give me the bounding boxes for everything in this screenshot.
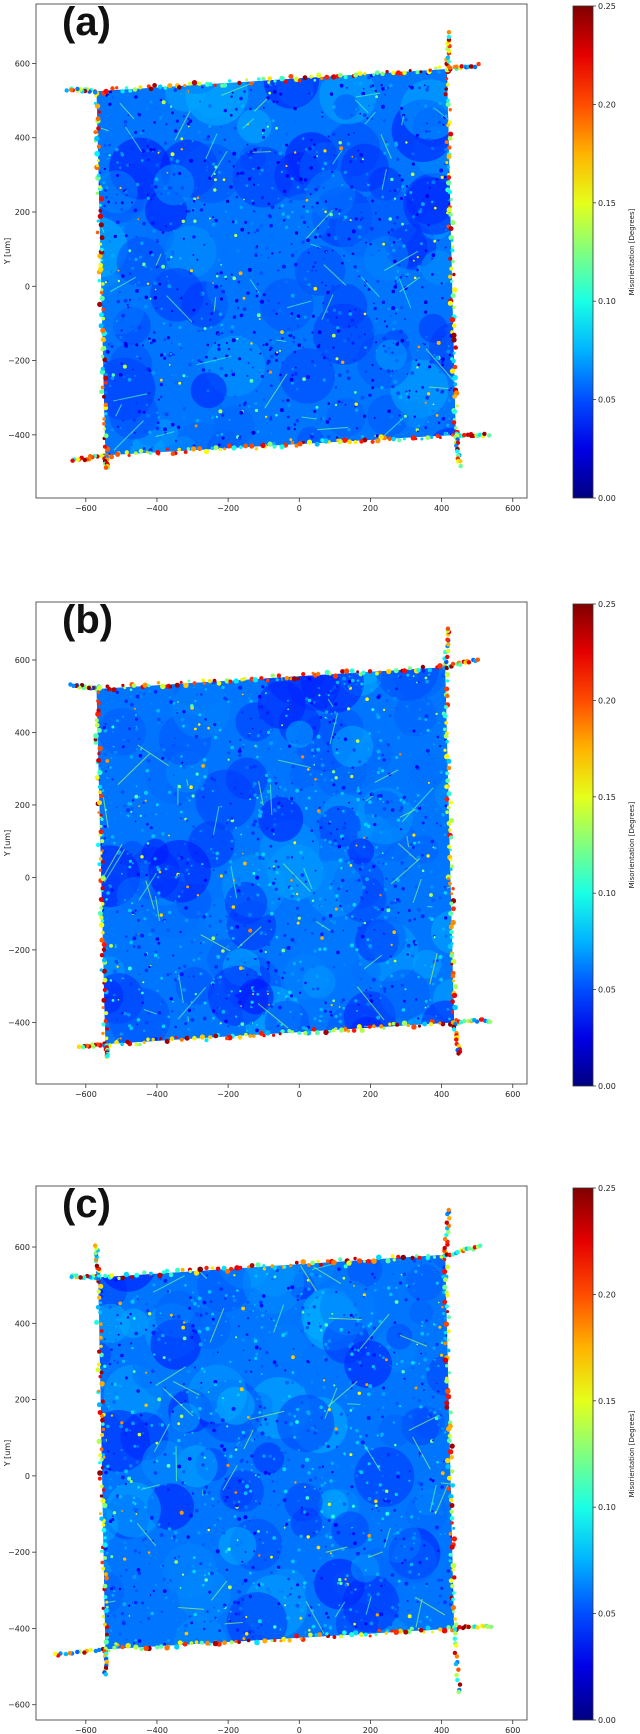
x-tick-label-a-0: −600 (75, 504, 97, 512)
y-tick-label-b-2: 0 (25, 873, 30, 882)
y-tick-label-c-6: 600 (15, 1243, 30, 1252)
corner-arm-b-2 (442, 657, 480, 671)
x-tick-label-b-2: −200 (217, 1090, 239, 1098)
x-tick-label-c-5: 400 (434, 1726, 449, 1734)
corner-arm-c-5 (452, 1627, 463, 1695)
colorbar-tick-label-b-0: 0.00 (598, 1082, 616, 1091)
x-tick-label-c-1: −400 (146, 1726, 168, 1734)
y-tick-label-a-2: 0 (25, 282, 30, 291)
colorbar-tick-label-c-5: 0.25 (598, 1184, 616, 1193)
colorbar-tick-label-a-4: 0.20 (598, 100, 616, 109)
colorbar-tick-label-a-1: 0.05 (598, 396, 616, 405)
colorbar-tick-label-c-3: 0.15 (598, 1397, 616, 1406)
corner-arm-a-4 (453, 433, 463, 469)
x-tick-label-c-6: 600 (505, 1726, 520, 1734)
x-tick-label-b-6: 600 (505, 1090, 520, 1098)
x-tick-label-c-0: −600 (75, 1726, 97, 1734)
sample-edges-a (93, 65, 460, 460)
panel-a: −600 −400 −200 0 200 400 600 −400 −200 0 200 400 600… (0, 0, 640, 512)
y-tick-label-a-4: 400 (15, 134, 30, 143)
plot-a: −600 −400 −200 0 200 400 600 −400 −200 0 200 400 600… (3, 2, 636, 512)
corner-arm-c-7 (102, 1646, 110, 1677)
colorbar-tick-label-c-0: 0.00 (598, 1716, 616, 1725)
y-tick-label-b-1: −200 (8, 946, 30, 955)
corner-arm-a-0 (64, 86, 98, 95)
y-axis-label-b: Y [um] (3, 830, 12, 858)
scatter-points-c (98, 1254, 455, 1650)
x-tick-label-c-3: 0 (297, 1726, 302, 1734)
y-tick-label-a-0: −400 (8, 431, 30, 440)
x-tick-label-b-1: −400 (146, 1090, 168, 1098)
x-tick-label-b-4: 200 (363, 1090, 378, 1098)
y-axis-label-a: Y [um] (3, 238, 12, 266)
colorbar-tick-label-a-5: 0.25 (598, 2, 616, 11)
corner-arm-b-4 (450, 1020, 463, 1056)
corner-arm-c-1 (92, 1243, 102, 1281)
corner-arm-c-3 (442, 1243, 483, 1259)
y-tick-label-b-4: 400 (15, 728, 30, 737)
colorbar-tick-label-a-3: 0.15 (598, 199, 616, 208)
panel-label-a: (a) (62, 0, 111, 44)
y-axis-label-c: Y [um] (3, 1440, 12, 1468)
colorbar-tick-label-b-5: 0.25 (598, 600, 616, 609)
x-tick-label-a-2: −200 (217, 504, 239, 512)
corner-arm-a-2 (444, 61, 481, 73)
y-tick-label-a-1: −200 (8, 357, 30, 366)
corner-arm-c-2 (442, 1207, 452, 1256)
x-tick-label-c-4: 200 (363, 1726, 378, 1734)
corner-arm-b-0 (68, 682, 99, 692)
colorbar-tick-label-b-3: 0.15 (598, 793, 616, 802)
sample-edges-c (93, 1250, 459, 1654)
corner-arm-a-6 (102, 453, 110, 470)
y-tick-label-c-4: 200 (15, 1396, 30, 1405)
colorbar-tick-label-a-0: 0.00 (598, 494, 616, 503)
panel-label-b: (b) (62, 598, 114, 642)
y-tick-label-c-1: −400 (8, 1624, 30, 1633)
colorbar-tick-label-c-1: 0.05 (598, 1610, 616, 1619)
colorbar-tick-label-c-2: 0.10 (598, 1503, 616, 1512)
colorbar-tick-label-b-1: 0.05 (598, 986, 616, 995)
x-tick-label-c-2: −200 (217, 1726, 239, 1734)
corner-arm-b-6 (102, 1041, 110, 1059)
y-tick-label-b-5: 600 (15, 656, 30, 665)
sample-edges-b (93, 663, 458, 1048)
x-tick-label-a-3: 0 (297, 504, 302, 512)
panel-b: −600 −400 −200 0 200 400 600 −400 −200 0 200 400 600… (0, 598, 640, 1098)
colorbar-tick-label-a-2: 0.10 (598, 297, 616, 306)
y-tick-label-c-5: 400 (15, 1319, 30, 1328)
x-tick-label-a-1: −400 (146, 504, 168, 512)
x-tick-label-a-6: 600 (505, 504, 520, 512)
panel-c: −600 −400 −200 0 200 400 600 −600 −400 −200 0 200 40… (0, 1182, 640, 1734)
colorbar-b (572, 603, 594, 1087)
y-tick-label-a-5: 600 (15, 59, 30, 68)
y-tick-label-b-0: −400 (8, 1018, 30, 1027)
plot-b: −600 −400 −200 0 200 400 600 −400 −200 0 200 400 600… (3, 600, 636, 1098)
y-tick-label-b-3: 200 (15, 801, 30, 810)
y-tick-label-c-3: 0 (25, 1472, 30, 1481)
x-tick-label-b-5: 400 (434, 1090, 449, 1098)
y-tick-label-c-2: −200 (8, 1548, 30, 1557)
x-tick-label-b-3: 0 (297, 1090, 302, 1098)
colorbar-label-c: Misorientation [Degrees] (628, 1410, 636, 1497)
corner-arm-a-5 (70, 453, 107, 463)
colorbar-c (572, 1187, 594, 1721)
colorbar-label-a: Misorientation [Degrees] (628, 208, 636, 295)
x-tick-label-a-4: 200 (363, 504, 378, 512)
panel-label-c: (c) (62, 1182, 111, 1226)
y-tick-label-c-0: −600 (8, 1701, 30, 1710)
colorbar-tick-label-c-4: 0.20 (598, 1290, 616, 1299)
plot-c: −600 −400 −200 0 200 400 600 −600 −400 −200 0 200 40… (3, 1184, 636, 1734)
colorbar-label-b: Misorientation [Degrees] (628, 801, 636, 888)
y-tick-label-a-3: 200 (15, 208, 30, 217)
colorbar-a (572, 5, 594, 499)
colorbar-tick-label-b-4: 0.20 (598, 696, 616, 705)
colorbar-tick-label-b-2: 0.10 (598, 889, 616, 898)
x-tick-label-a-5: 400 (434, 504, 449, 512)
x-tick-label-b-0: −600 (75, 1090, 97, 1098)
